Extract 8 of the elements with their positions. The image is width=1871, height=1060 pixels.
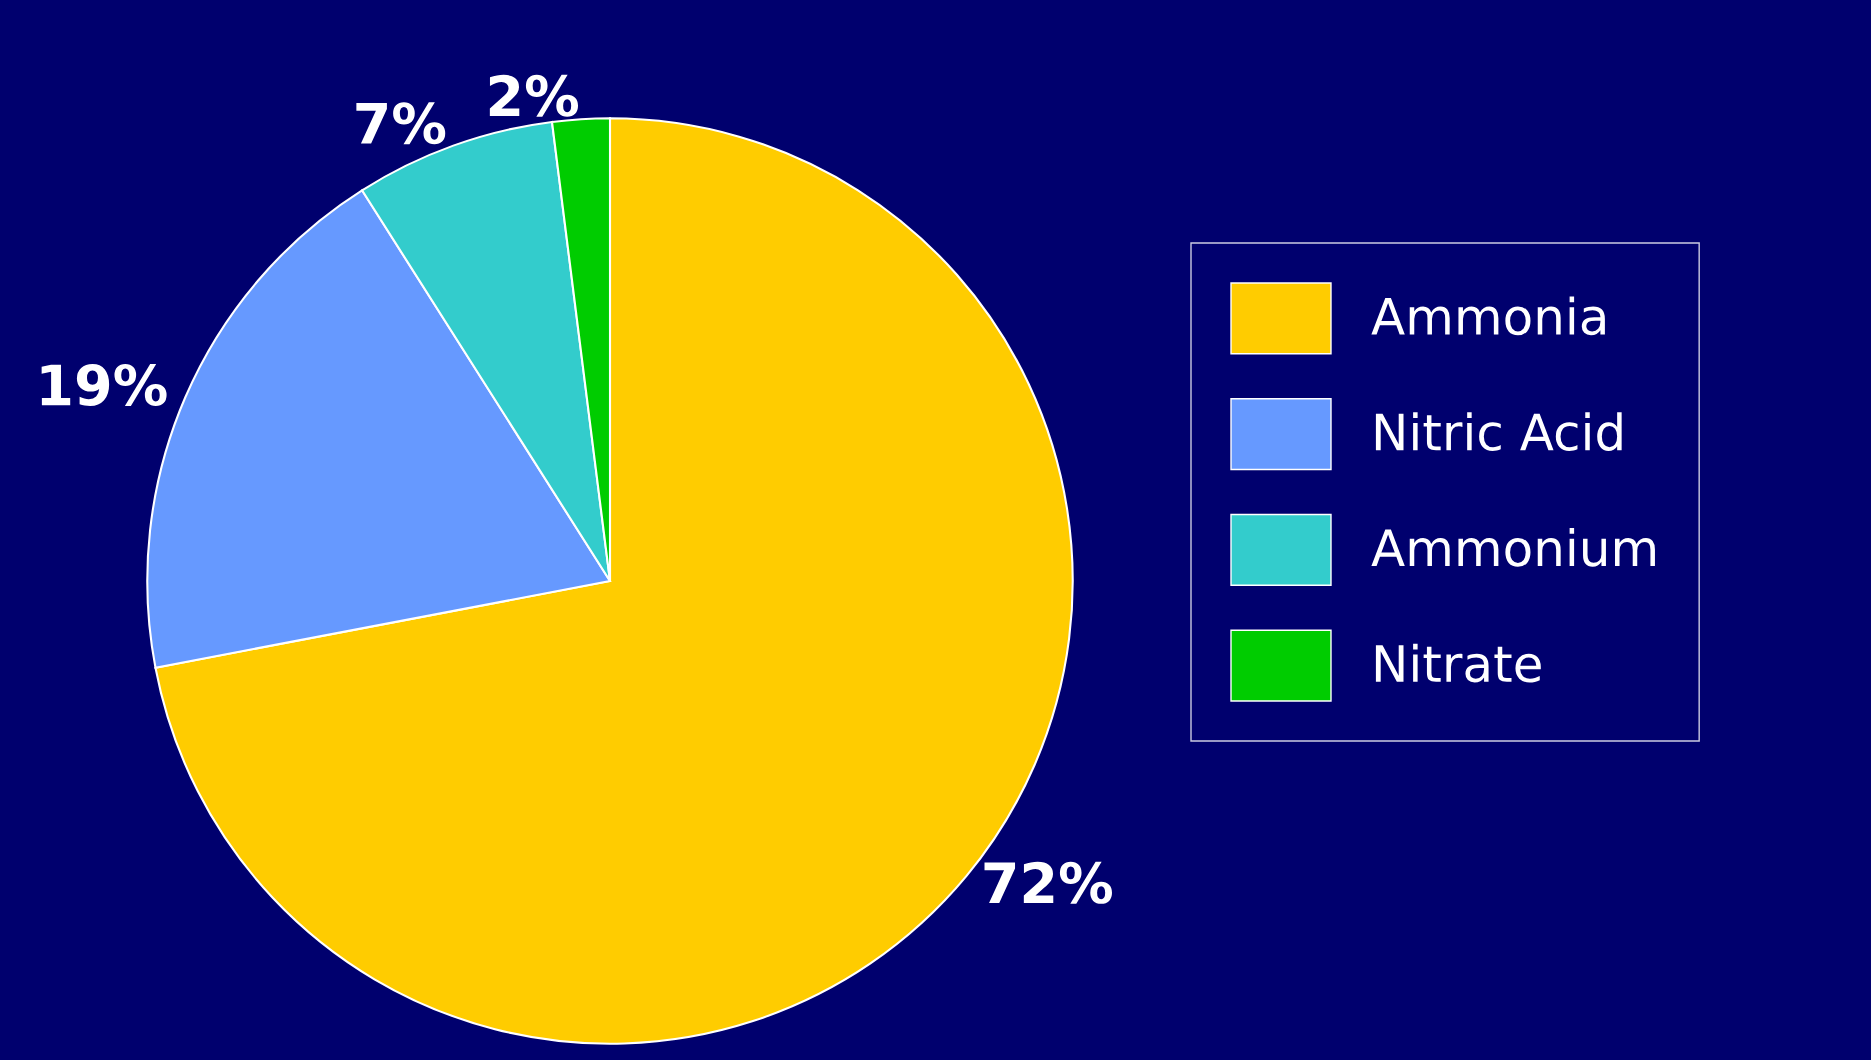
data-label: 2% xyxy=(489,74,579,117)
data-label: 19% xyxy=(41,363,167,406)
data-label: 72% xyxy=(984,861,1112,904)
legend-label: Ammonia xyxy=(1371,296,1605,336)
data-label: 7% xyxy=(356,102,446,145)
legend-label: Nitric Acid xyxy=(1375,412,1622,451)
legend-label: Nitrate xyxy=(1375,643,1541,683)
legend-label: Ammonium xyxy=(1371,528,1655,567)
